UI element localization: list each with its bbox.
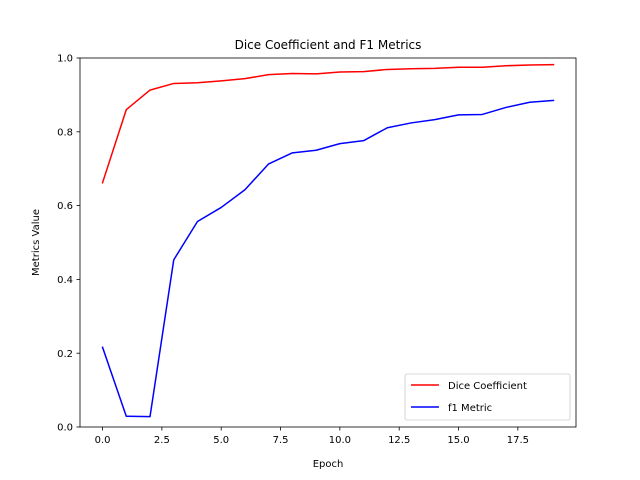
legend-label-1: f1 Metric [448,403,492,414]
legend-box [404,373,571,421]
x-tick-label: 12.5 [388,435,410,446]
x-tick-label: 7.5 [273,435,289,446]
x-tick-label: 5.0 [213,435,229,446]
y-tick-label: 0.6 [57,201,73,212]
x-tick-label: 0.0 [95,435,111,446]
x-tick-label: 17.5 [507,435,529,446]
series-layer [101,63,555,418]
x-tick-label: 10.0 [329,435,351,446]
legend: Dice Coefficient f1 Metric [404,373,571,421]
plot-area [80,58,576,427]
axes-frame [79,57,577,428]
series-line-0 [101,63,555,184]
y-tick-label: 0.0 [57,423,73,434]
axes-layer: 0.0 2.5 5.0 7.5 10.0 12.5 15.0 17.5 0.0 0.2 0.4 0.6… [57,54,577,446]
series-line-1 [101,99,555,418]
x-tick-label: 2.5 [154,435,170,446]
y-tick-label: 1.0 [57,54,73,65]
y-tick-label: 0.2 [57,349,73,360]
x-axis-label: Epoch [313,459,344,470]
chart-title: Dice Coefficient and F1 Metrics [235,38,422,52]
y-axis-label: Metrics Value [31,209,42,276]
legend-label-0: Dice Coefficient [448,381,527,392]
y-tick-label: 0.4 [57,275,73,286]
y-tick-label: 0.8 [57,127,73,138]
x-tick-label: 15.0 [447,435,469,446]
